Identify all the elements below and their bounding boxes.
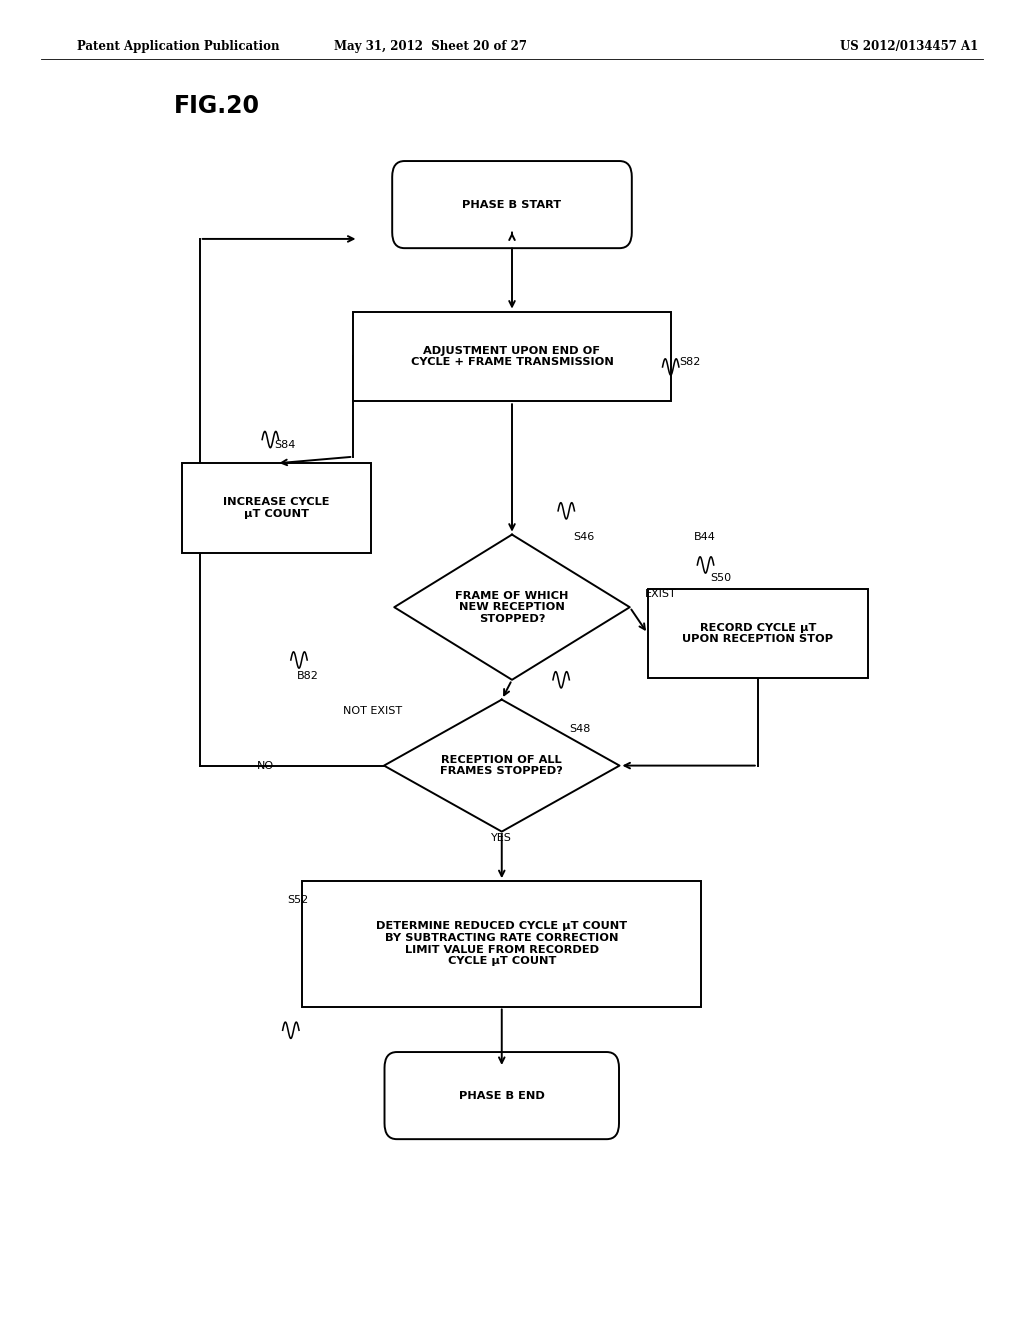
Text: S48: S48 <box>569 723 591 734</box>
FancyBboxPatch shape <box>392 161 632 248</box>
Text: RECORD CYCLE μT
UPON RECEPTION STOP: RECORD CYCLE μT UPON RECEPTION STOP <box>682 623 834 644</box>
FancyBboxPatch shape <box>385 1052 618 1139</box>
Text: ADJUSTMENT UPON END OF
CYCLE + FRAME TRANSMISSION: ADJUSTMENT UPON END OF CYCLE + FRAME TRA… <box>411 346 613 367</box>
Text: S50: S50 <box>711 573 732 583</box>
Text: NOT EXIST: NOT EXIST <box>343 706 402 717</box>
Text: EXIST: EXIST <box>645 589 677 599</box>
Text: PHASE B START: PHASE B START <box>463 199 561 210</box>
Text: US 2012/0134457 A1: US 2012/0134457 A1 <box>840 40 978 53</box>
Text: B82: B82 <box>297 671 318 681</box>
Text: FIG.20: FIG.20 <box>174 94 260 117</box>
Bar <box>647 589 867 678</box>
Text: B44: B44 <box>694 532 716 543</box>
Text: INCREASE CYCLE
μT COUNT: INCREASE CYCLE μT COUNT <box>223 498 330 519</box>
Bar <box>353 312 671 401</box>
Polygon shape <box>394 535 630 680</box>
Text: YES: YES <box>492 833 512 843</box>
Text: May 31, 2012  Sheet 20 of 27: May 31, 2012 Sheet 20 of 27 <box>334 40 526 53</box>
Text: Patent Application Publication: Patent Application Publication <box>77 40 280 53</box>
Bar <box>182 463 372 553</box>
Text: NO: NO <box>257 760 274 771</box>
Polygon shape <box>384 700 620 832</box>
Bar <box>302 882 701 1006</box>
Text: S52: S52 <box>288 895 309 906</box>
Text: FRAME OF WHICH
NEW RECEPTION
STOPPED?: FRAME OF WHICH NEW RECEPTION STOPPED? <box>456 590 568 624</box>
Text: S84: S84 <box>274 440 296 450</box>
Text: S82: S82 <box>679 356 700 367</box>
Text: PHASE B END: PHASE B END <box>459 1090 545 1101</box>
Text: S46: S46 <box>573 532 595 543</box>
Text: RECEPTION OF ALL
FRAMES STOPPED?: RECEPTION OF ALL FRAMES STOPPED? <box>440 755 563 776</box>
Text: DETERMINE REDUCED CYCLE μT COUNT
BY SUBTRACTING RATE CORRECTION
LIMIT VALUE FROM: DETERMINE REDUCED CYCLE μT COUNT BY SUBT… <box>376 921 628 966</box>
